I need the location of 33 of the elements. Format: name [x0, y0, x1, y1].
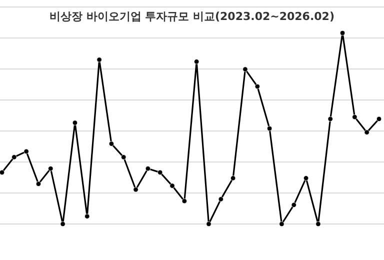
point [303, 176, 309, 181]
point [60, 221, 66, 227]
point [352, 114, 358, 120]
point [12, 154, 17, 160]
point [182, 198, 188, 204]
point [242, 66, 248, 72]
point [230, 176, 236, 181]
point [254, 84, 260, 90]
point [108, 141, 114, 146]
point [157, 170, 163, 176]
point [84, 214, 90, 219]
point [194, 59, 200, 64]
point [316, 221, 321, 227]
point [328, 116, 333, 122]
point [170, 183, 175, 188]
point [364, 130, 370, 135]
point [206, 221, 212, 227]
point [145, 166, 151, 172]
point [133, 187, 138, 192]
point [279, 221, 284, 227]
point [121, 154, 126, 160]
point [48, 166, 54, 172]
point [266, 126, 272, 132]
point [24, 148, 29, 154]
point [340, 30, 346, 36]
chart-title: 비상장 바이오기업 투자규모 비교(2023.02~2026.02) [50, 10, 334, 23]
point [36, 181, 42, 186]
point [291, 202, 296, 208]
point [0, 170, 5, 176]
point [376, 116, 382, 122]
point [72, 120, 78, 126]
point [96, 57, 102, 62]
point [218, 196, 224, 202]
